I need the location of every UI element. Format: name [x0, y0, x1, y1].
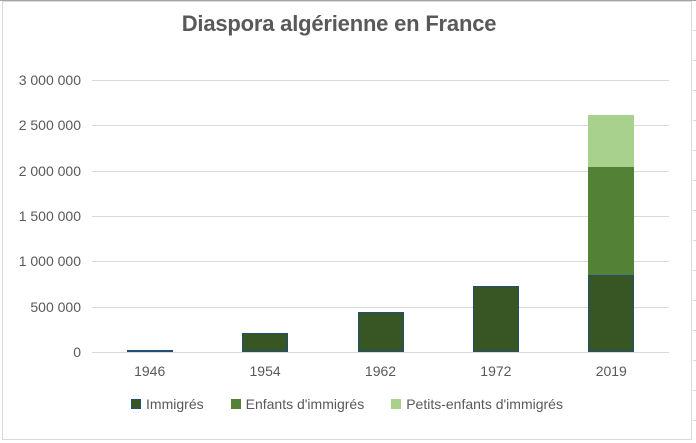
plot-area [92, 80, 669, 353]
worksheet-row-gridline-stubs [693, 1, 696, 443]
legend-label-immigres: Immigrés [146, 396, 204, 412]
bar-1972-immigres[interactable] [472, 285, 519, 352]
y-gridline [92, 261, 669, 262]
legend-item-petits-enfants-dimmigres[interactable]: Petits-enfants d'immigrés [391, 396, 563, 412]
legend: Immigrés Enfants d'immigrés Petits-enfants… [3, 396, 691, 412]
bar-1962-immigres[interactable] [357, 311, 404, 352]
y-tick-label: 2 500 000 [18, 117, 81, 134]
y-gridline [92, 125, 669, 126]
y-gridline [92, 171, 669, 172]
legend-label-enfants-dimmigres: Enfants d'immigrés [245, 396, 365, 412]
y-gridline [92, 80, 669, 81]
y-tick-label: 0 [73, 344, 81, 360]
legend-item-enfants-dimmigres[interactable]: Enfants d'immigrés [230, 396, 365, 412]
bar-2019-petits-enfants-dimmigres[interactable] [588, 114, 635, 167]
legend-swatch-enfants-dimmigres [230, 399, 241, 409]
x-tick-label: 1972 [480, 363, 512, 379]
x-tick-label: 1946 [134, 363, 166, 379]
legend-label-petits-enfants-dimmigres: Petits-enfants d'immigrés [406, 396, 563, 412]
y-tick-label: 1 000 000 [18, 253, 81, 270]
y-gridline [92, 307, 669, 308]
bar-2019-immigres[interactable] [588, 274, 635, 352]
x-tick-label: 1954 [249, 363, 281, 379]
bar-1946-immigres[interactable] [126, 350, 173, 352]
x-tick-label: 1962 [364, 363, 397, 379]
legend-swatch-immigres [131, 399, 142, 409]
legend-swatch-petits-enfants-dimmigres [391, 399, 402, 409]
chart-title: Diaspora algérienne en France [181, 11, 497, 36]
y-tick-label: 2 000 000 [18, 162, 81, 179]
legend-item-immigres[interactable]: Immigrés [131, 396, 204, 412]
y-gridline [92, 216, 669, 217]
y-gridline [92, 352, 669, 353]
y-tick-label: 1 500 000 [18, 208, 81, 224]
y-tick-label: 500 000 [30, 298, 81, 315]
bar-1954-immigres[interactable] [242, 332, 289, 352]
x-tick-label: 2019 [595, 363, 627, 379]
bar-2019-enfants-dimmigres[interactable] [588, 166, 635, 275]
y-tick-label: 3 000 000 [18, 72, 81, 88]
